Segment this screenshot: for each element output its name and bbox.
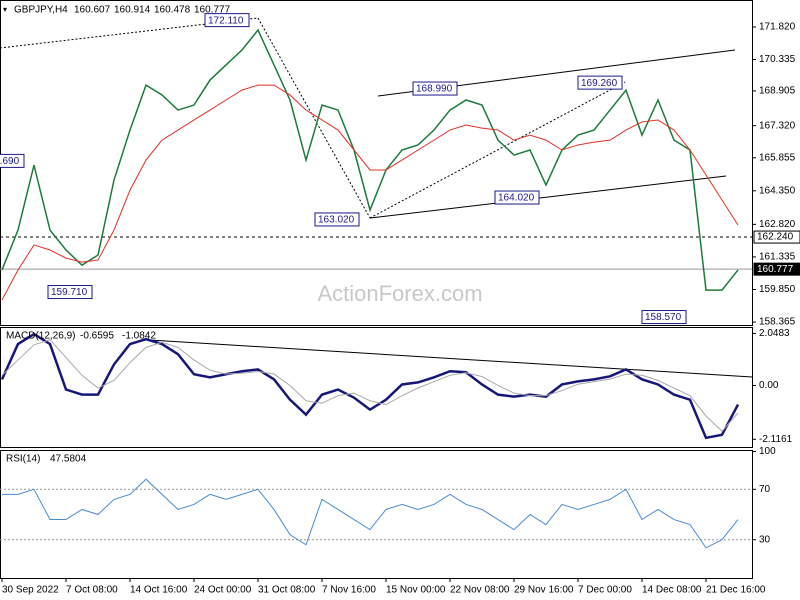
ohlc-value: 160.914 — [114, 5, 151, 16]
series-line — [1, 339, 739, 432]
annotation-box — [0, 153, 25, 168]
y-tick-label: 161.335 — [759, 252, 796, 263]
level-label: 160.777 — [757, 264, 794, 275]
readout-value: 47.5804 — [50, 454, 87, 465]
annotation-box — [577, 75, 623, 90]
ohlc-value: 160.478 — [154, 5, 191, 16]
plot-area — [0, 332, 740, 440]
x-tick-label: 22 Nov 08:00 — [450, 585, 510, 596]
level-box — [753, 262, 800, 276]
series-line — [2, 478, 739, 549]
x-tick-label: 24 Oct 00:00 — [194, 585, 252, 596]
x-tick-label: 31 Oct 08:00 — [258, 585, 316, 596]
y-tick-label: 70 — [759, 484, 771, 495]
y-tick-label: 158.365 — [759, 317, 796, 328]
annotation-label: 168.990 — [416, 84, 453, 95]
y-tick-label: 30 — [759, 534, 771, 545]
annotation-box — [641, 310, 687, 325]
panel-title: RSI(14) — [6, 454, 40, 465]
x-tick-label: 7 Oct 08:00 — [66, 585, 118, 596]
ohlc-value: 160.777 — [194, 5, 231, 16]
annotation-label: 158.570 — [645, 312, 682, 323]
annotation-box — [494, 190, 540, 205]
series-line — [1, 84, 739, 301]
series-line — [0, 332, 740, 440]
y-tick-label: 165.855 — [759, 152, 796, 163]
trendline — [369, 81, 626, 219]
y-tick-label: 0.00 — [759, 380, 779, 391]
readout-value: -0.6595 — [80, 331, 114, 342]
annotation-box — [204, 13, 250, 28]
level-label: 162.240 — [757, 232, 794, 243]
panel-title: MACD(12,26,9) — [6, 331, 75, 342]
annotation-label: 164.020 — [498, 193, 535, 204]
x-tick-label: 15 Nov 00:00 — [386, 585, 446, 596]
annotation-label: 159.710 — [51, 287, 88, 298]
annotation-label: 172.110 — [208, 15, 244, 26]
panel-frame — [0, 327, 753, 448]
y-tick-label: 171.820 — [759, 22, 796, 33]
panel-frame — [0, 450, 753, 579]
y-tick-label: 164.350 — [759, 185, 796, 196]
y-tick-label: 170.335 — [759, 54, 796, 65]
plot-area — [0, 478, 752, 549]
plot-area: 172.110 165.690 159.710 163.020 168.990 164.0… — [0, 13, 752, 325]
channel-line — [369, 175, 727, 219]
readout-value: -1.0842 — [122, 331, 156, 342]
panel-title: GBPJPY,H4 — [14, 5, 68, 16]
annotation-box — [47, 285, 93, 300]
series-line — [1, 28, 739, 291]
watermark: ActionForex.com — [317, 281, 482, 306]
y-tick-label: 168.905 — [759, 86, 796, 97]
y-tick-label: 162.820 — [759, 219, 796, 230]
annotation-label: 165.690 — [0, 156, 20, 167]
x-tick-label: 29 Nov 16:00 — [514, 585, 574, 596]
ohlc-value: 160.607 — [74, 5, 111, 16]
annotation-label: 169.260 — [581, 78, 618, 89]
x-tick-label: 21 Dec 16:00 — [706, 585, 766, 596]
y-tick-label: 100 — [759, 446, 776, 457]
y-tick-label: 167.320 — [759, 120, 796, 131]
annotation-box — [314, 212, 360, 227]
annotation-box — [412, 81, 458, 96]
icon: ▾ — [3, 5, 7, 14]
y-tick-label: 2.0483 — [759, 328, 790, 339]
x-tick-label: 7 Nov 16:00 — [322, 585, 376, 596]
macd-trendline — [149, 339, 753, 378]
x-tick-label: 30 Sep 2022 — [2, 585, 59, 596]
y-tick-label: -2.1161 — [759, 434, 793, 445]
y-tick-label: 159.850 — [759, 284, 796, 295]
x-tick-label: 14 Dec 08:00 — [642, 585, 702, 596]
x-tick-label: 7 Dec 00:00 — [578, 585, 632, 596]
annotation-label: 163.020 — [318, 215, 355, 226]
level-box — [753, 230, 800, 244]
x-tick-label: 14 Oct 16:00 — [130, 585, 188, 596]
